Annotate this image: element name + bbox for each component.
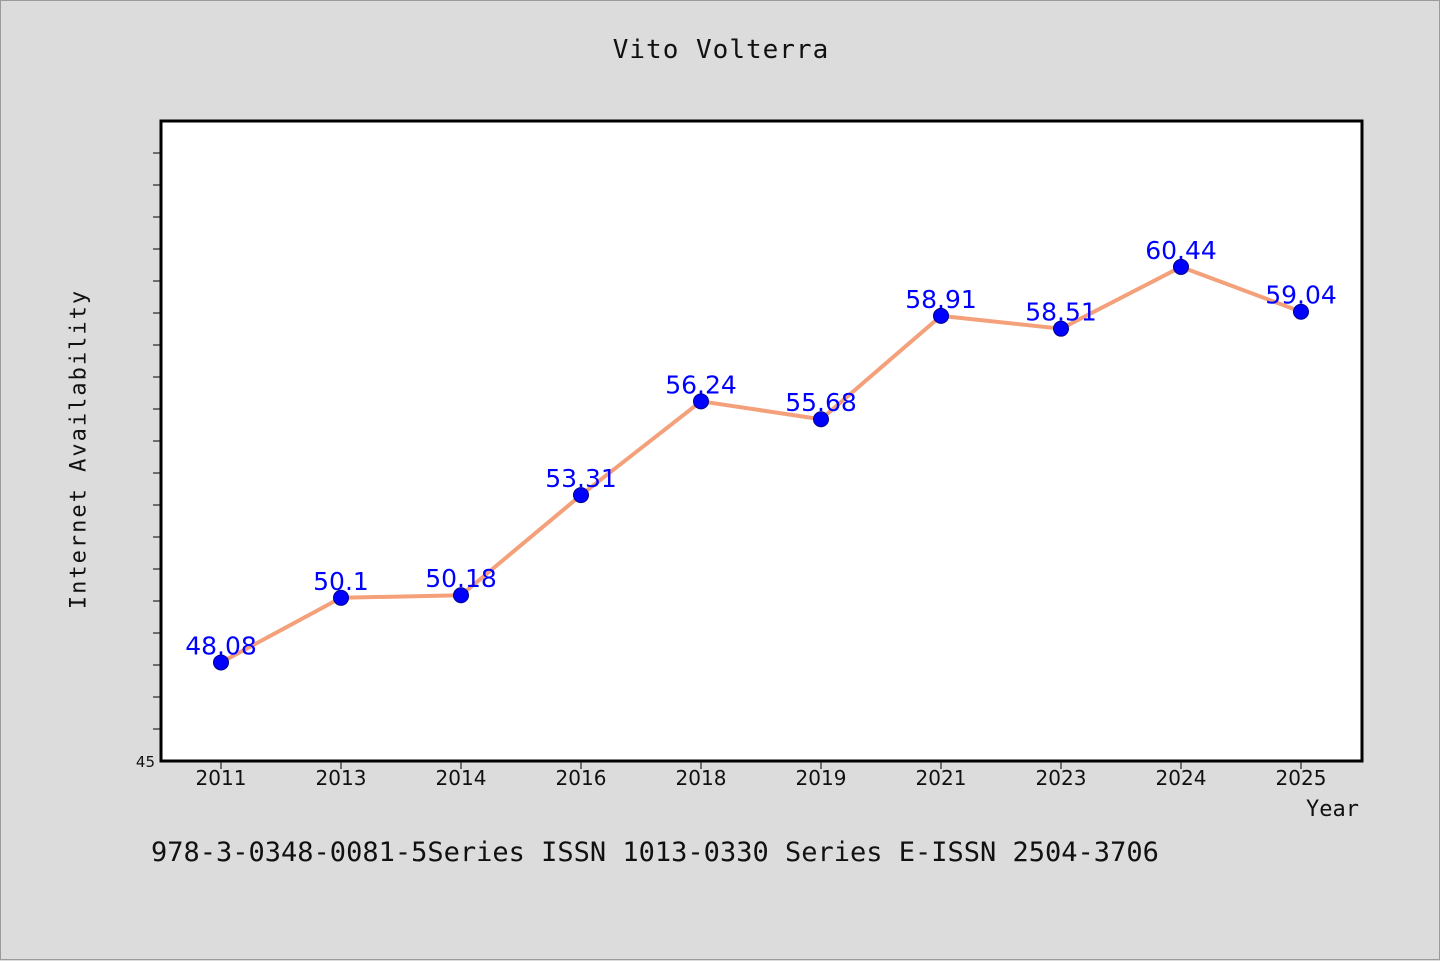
x-tick-label: 2025: [1276, 766, 1327, 790]
plot-frame: [159, 119, 1364, 763]
data-point: [1053, 320, 1069, 337]
series-line: [220, 264, 1302, 665]
data-point: [453, 587, 469, 604]
x-tick-label: 2013: [316, 766, 367, 790]
data-point: [933, 307, 949, 324]
x-tick-label: 2021: [916, 766, 967, 790]
data-point: [573, 487, 589, 504]
x-tick-label: 2023: [1036, 766, 1087, 790]
data-point: [813, 411, 829, 428]
x-axis-label: Year: [1306, 797, 1359, 822]
x-tick-label: 2014: [436, 766, 487, 790]
data-point: [333, 589, 349, 606]
x-tick-label: 2016: [556, 766, 607, 790]
footer-isbn-text: 978-3-0348-0081-5Series ISSN 1013-0330 S…: [151, 837, 1159, 868]
x-tick-label: 2011: [196, 766, 247, 790]
y-tick-label: 45: [136, 753, 155, 771]
x-tick-label: 2018: [676, 766, 727, 790]
x-tick-label: 2019: [796, 766, 847, 790]
x-tick-label: 2024: [1156, 766, 1207, 790]
data-point: [213, 654, 229, 671]
data-point: [1173, 258, 1189, 275]
chart-title: Vito Volterra: [612, 35, 830, 65]
data-point: [1293, 303, 1309, 320]
data-point: [693, 393, 709, 410]
